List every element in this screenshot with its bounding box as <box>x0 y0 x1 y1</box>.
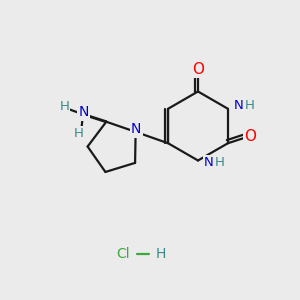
Text: H: H <box>59 100 69 113</box>
Text: N: N <box>204 156 213 170</box>
Text: Cl: Cl <box>116 247 130 260</box>
Text: N: N <box>78 106 89 119</box>
Text: H: H <box>74 127 84 140</box>
Text: N: N <box>233 99 243 112</box>
Text: N: N <box>131 122 141 136</box>
Text: H: H <box>244 99 254 112</box>
Text: H: H <box>155 247 166 260</box>
Text: O: O <box>244 129 256 144</box>
Text: O: O <box>192 62 204 77</box>
Text: H: H <box>215 156 224 170</box>
